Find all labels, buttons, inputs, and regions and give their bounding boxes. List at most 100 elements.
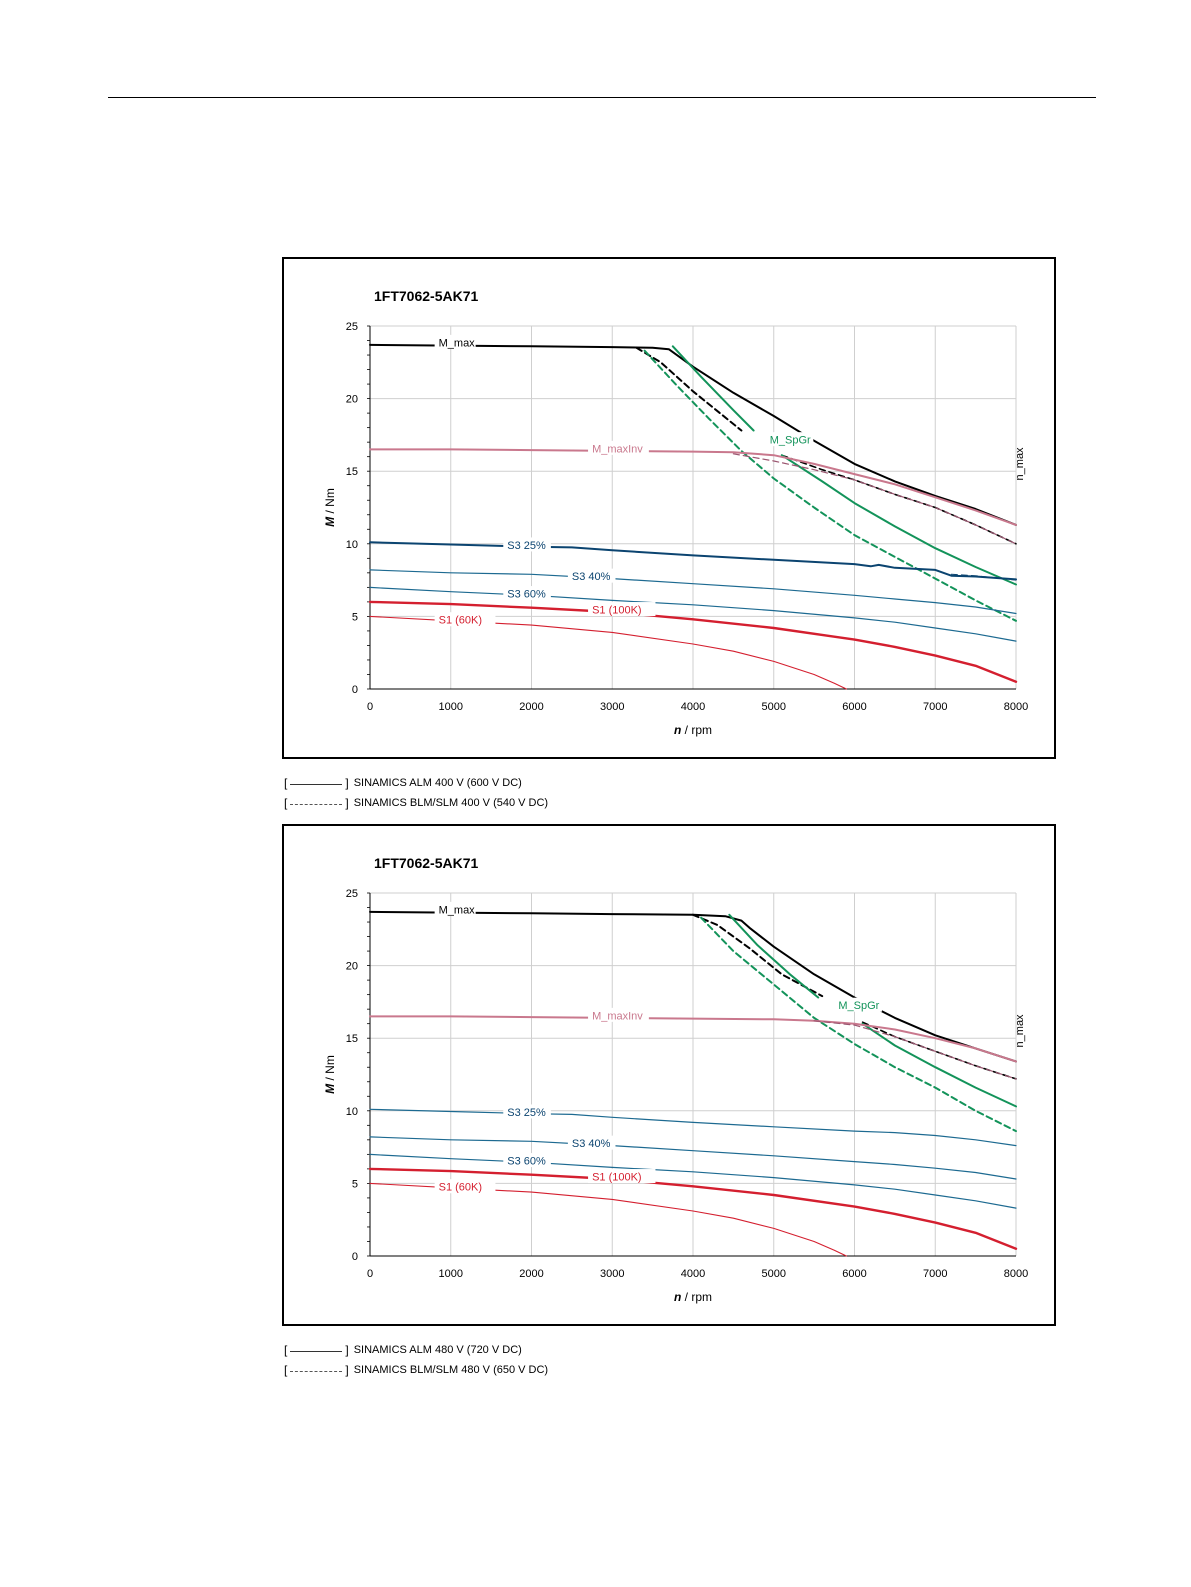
chart-2-svg: 1FT7062-5AK71 0 1000 2000 3000 4000 5000 6000 70… [323, 855, 1028, 1304]
x-tick-label: 8000 [1004, 1268, 1028, 1280]
legend-text: SINAMICS BLM/SLM 400 V (540 V DC) [353, 797, 549, 809]
legend-bracket-open: [ [284, 1343, 288, 1357]
label-text: M_SpGr [838, 1000, 879, 1012]
label-background [434, 1179, 496, 1194]
label-background [503, 1153, 551, 1168]
label-text: S1 (100K) [592, 1172, 642, 1184]
curve-label-s3-25: S3 25% [503, 1104, 551, 1119]
legend-solid-sample [290, 1350, 343, 1352]
series-s3-40 [369, 1136, 1017, 1180]
label-background [434, 334, 476, 349]
label-text: M_maxInv [592, 443, 643, 455]
label-background [503, 537, 551, 552]
label-text: S3 25% [507, 540, 546, 552]
legend-solid-sample [290, 783, 343, 785]
legend-entry-blm: [ ] SINAMICS BLM/SLM 400 V (540 V DC) [284, 793, 548, 813]
legend-bracket-open: [ [284, 796, 288, 810]
legend-dashed-sample [290, 803, 343, 805]
series-s1-100k [368, 600, 1018, 683]
curve-label-m-spgr: M_SpGr [765, 432, 814, 447]
label-background [834, 997, 882, 1012]
legend-text: SINAMICS ALM 480 V (720 V DC) [353, 1344, 522, 1356]
series-s1-100k [368, 1167, 1018, 1250]
x-tick-label: 7000 [923, 1268, 947, 1280]
label-background [503, 1104, 551, 1119]
curve-label-s1-100k: S1 (100K) [588, 602, 656, 617]
y-tick-label: 0 [352, 1251, 358, 1263]
y-axis-label: M / Nm [323, 1055, 337, 1094]
series-m-maxinv [369, 1015, 1017, 1063]
series-m-spgr [728, 913, 820, 999]
legend-text: SINAMICS BLM/SLM 480 V (650 V DC) [353, 1364, 549, 1376]
x-axis-label: n / rpm [674, 723, 712, 737]
x-tick-label: 1000 [439, 701, 463, 713]
label-text: M_max [439, 904, 476, 916]
label-background [567, 568, 616, 583]
series-segment-4 [861, 1022, 1017, 1108]
y-tick-label: 15 [346, 1033, 358, 1045]
label-background [503, 586, 551, 601]
curve-label-m-max: M_max [434, 901, 476, 916]
series-segment-9 [950, 573, 1017, 581]
legend-bracket-close: ] [345, 796, 349, 810]
legend-bracket-close: ] [345, 776, 349, 790]
series-group [368, 343, 1018, 690]
curve-label-s3-60: S3 60% [503, 586, 551, 601]
legend-bracket-close: ] [345, 1363, 349, 1377]
series-s3-40 [369, 569, 1017, 615]
label-text: S1 (60K) [439, 615, 482, 627]
label-background [434, 901, 476, 916]
label-text: S3 60% [507, 1156, 546, 1168]
chart-title: 1FT7062-5AK71 [374, 855, 478, 871]
label-background [567, 1135, 616, 1150]
series-m-max [369, 910, 1017, 1063]
label-text: S1 (60K) [439, 1182, 482, 1194]
series-m-max [369, 343, 1017, 526]
legend-bracket-open: [ [284, 1363, 288, 1377]
series-segment-5 [700, 916, 1017, 1133]
grid [369, 325, 1017, 690]
curve-label-s1-60k: S1 (60K) [434, 1179, 496, 1194]
series-m-spgr [671, 345, 755, 432]
x-tick-label: 4000 [681, 1268, 705, 1280]
curve-label-m-maxinv: M_maxInv [588, 440, 649, 455]
x-tick-label: 6000 [842, 701, 866, 713]
x-tick-label: 2000 [519, 701, 543, 713]
label-text: S1 (100K) [592, 605, 642, 617]
curve-label-m-max: M_max [434, 334, 476, 349]
y-tick-label: 10 [346, 1106, 358, 1118]
header-rule [108, 97, 1096, 98]
legend-text: SINAMICS ALM 400 V (600 V DC) [353, 777, 522, 789]
series-segment-2 [780, 454, 1017, 545]
chart-1-legend: [ ] SINAMICS ALM 400 V (600 V DC) [ ] SI… [284, 773, 548, 813]
y-tick-label: 20 [346, 961, 358, 973]
legend-dashed-sample [290, 1370, 343, 1372]
label-background [588, 602, 656, 617]
label-text: S3 40% [572, 1138, 611, 1150]
series-segment-7 [813, 1020, 1017, 1080]
x-tick-label: 8000 [1004, 701, 1028, 713]
chart-2-legend: [ ] SINAMICS ALM 480 V (720 V DC) [ ] SI… [284, 1340, 548, 1380]
curve-label-s1-100k: S1 (100K) [588, 1169, 656, 1184]
label-text: M_SpGr [770, 435, 811, 447]
y-tick-label: 5 [352, 611, 358, 623]
y-tick-label: 25 [346, 888, 358, 900]
x-tick-label: 5000 [762, 1268, 786, 1280]
x-tick-label: 5000 [762, 701, 786, 713]
y-tick-label: 10 [346, 539, 358, 551]
x-tick-label: 0 [367, 701, 373, 713]
legend-entry-alm: [ ] SINAMICS ALM 480 V (720 V DC) [284, 1340, 548, 1360]
curve-label-s3-60: S3 60% [503, 1153, 551, 1168]
legend-bracket-close: ] [345, 1343, 349, 1357]
label-text: M_maxInv [592, 1010, 643, 1022]
x-tick-label: 0 [367, 1268, 373, 1280]
x-tick-label: 7000 [923, 701, 947, 713]
chart-1-svg: 1FT7062-5AK71 0 1000 2000 3000 4000 5000 6000 70… [323, 288, 1028, 737]
y-tick-label: 15 [346, 466, 358, 478]
x-tick-label: 2000 [519, 1268, 543, 1280]
grid [369, 892, 1017, 1257]
legend-entry-blm: [ ] SINAMICS BLM/SLM 480 V (650 V DC) [284, 1360, 548, 1380]
label-background [588, 1007, 649, 1022]
series-segment-2 [861, 1021, 1017, 1080]
legend-bracket-open: [ [284, 776, 288, 790]
